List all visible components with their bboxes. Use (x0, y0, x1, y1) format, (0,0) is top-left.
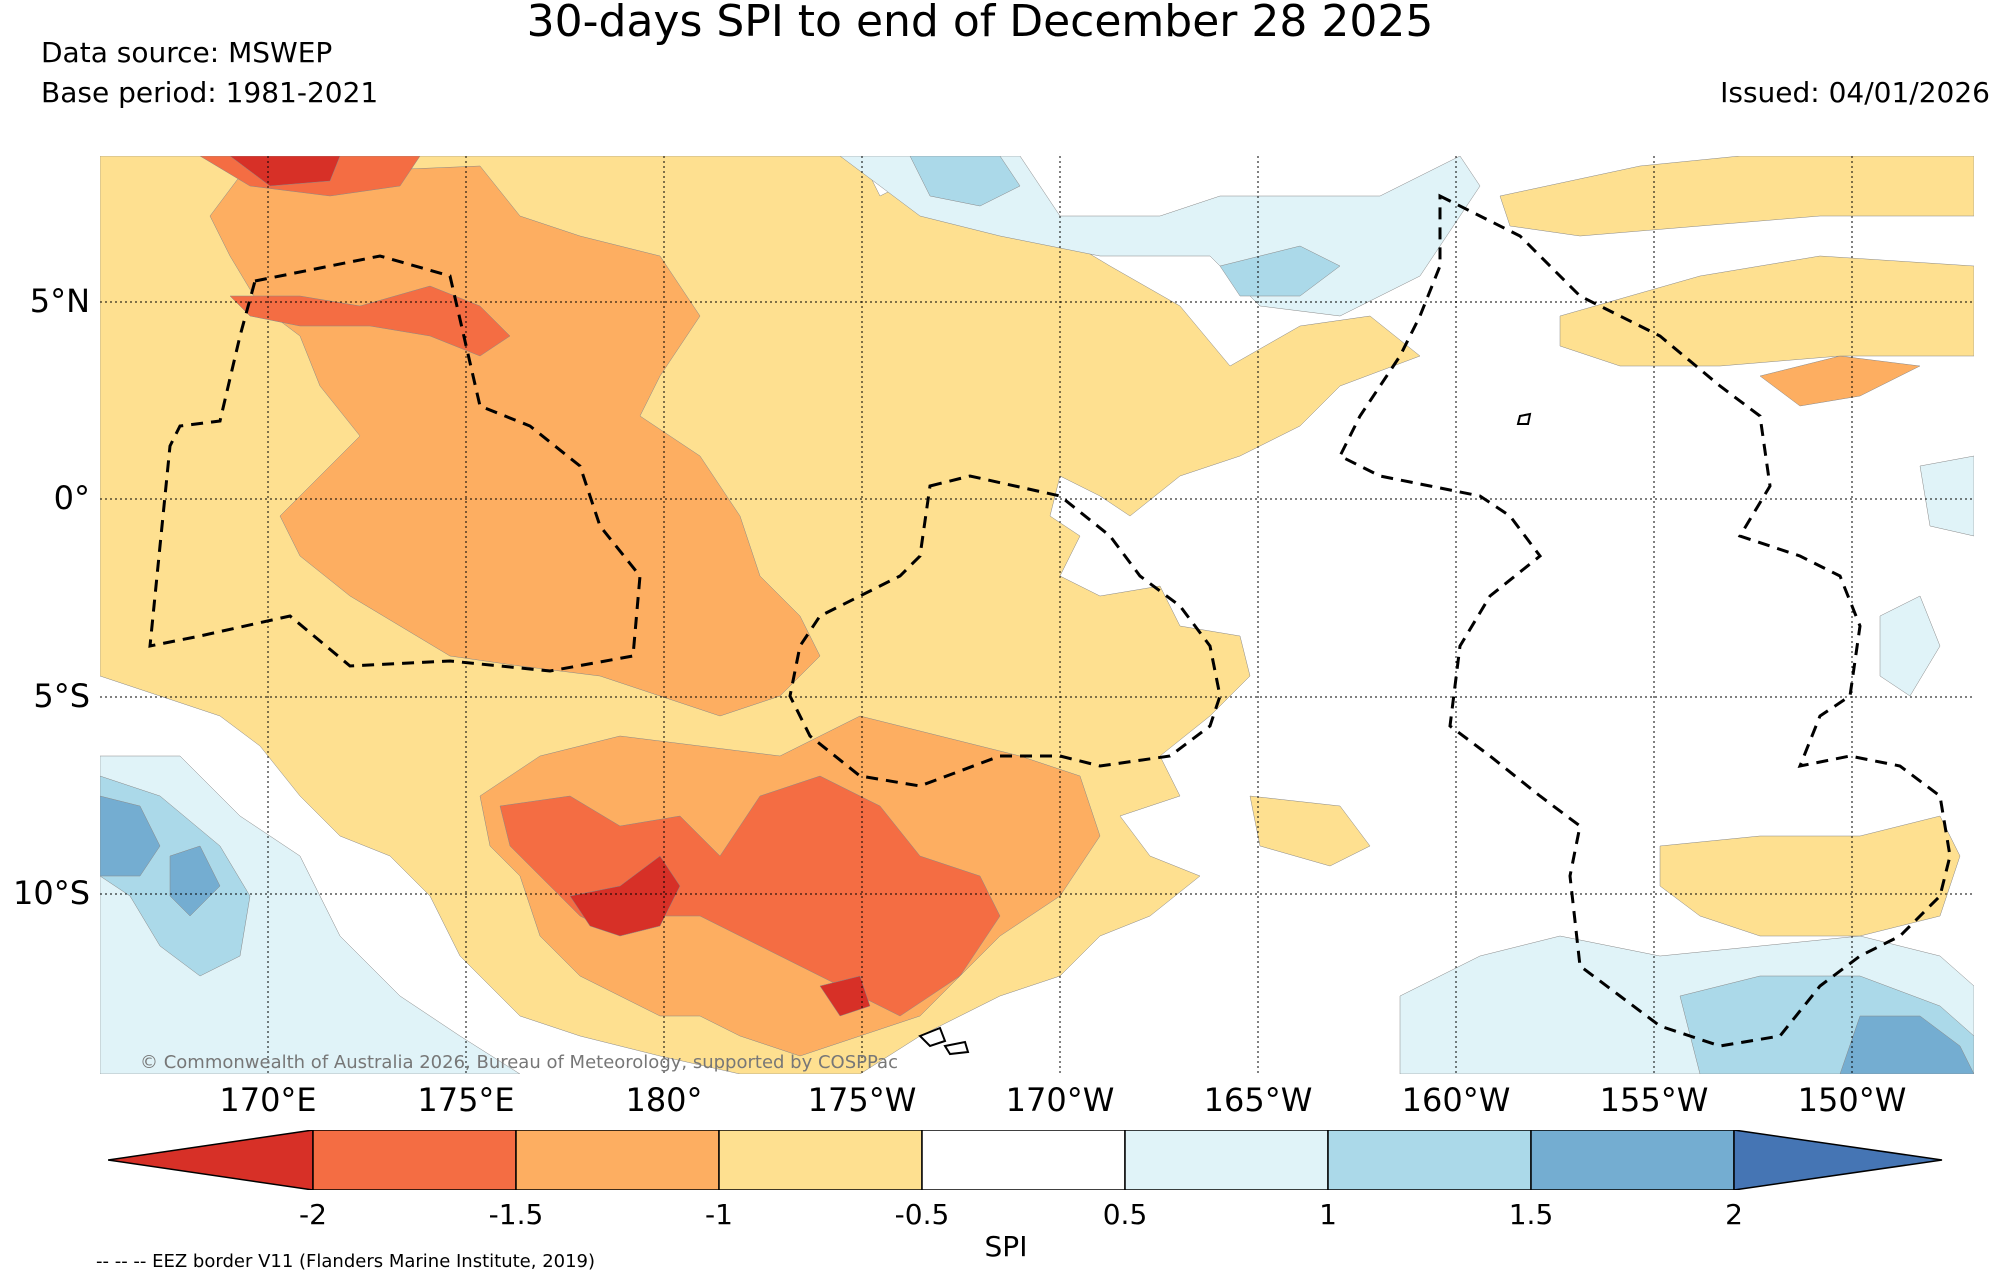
spi-region-light-dry-north-east (1499, 156, 1974, 367)
colorbar-tick-neg1-5: -1.5 (488, 1198, 544, 1231)
colorbar-segment-moderate-dry (515, 1130, 720, 1190)
lon-label-170w: 170°W (1005, 1081, 1115, 1119)
map-title: 30-days SPI to end of December 28 2025 (526, 0, 1434, 47)
gridlines (100, 156, 1974, 1074)
lon-label-155w: 155°W (1599, 1081, 1709, 1119)
eez-border-tokelau-phoenix (788, 474, 1222, 788)
lon-label-180: 180° (625, 1081, 703, 1119)
colorbar-tick-2: 2 (1725, 1198, 1743, 1231)
lat-label-5n: 5°N (29, 282, 90, 320)
lon-label-175e: 175°E (417, 1081, 515, 1119)
spi-region-light-wet-east (1879, 455, 1974, 697)
island-outlines (918, 412, 1532, 1056)
eez-legend-note: -- -- -- EEZ border V11 (Flanders Marine… (96, 1251, 596, 1272)
colorbar-segment-moderate-wet (1327, 1130, 1532, 1190)
eez-border-kiribati-gilbert (148, 254, 642, 673)
eez-border-line-islands (1337, 193, 1952, 1048)
issued-date-label: Issued: 04/01/2026 (1720, 76, 1990, 109)
colorbar-tick-0-5: 0.5 (1102, 1198, 1148, 1231)
colorbar-tick-neg2: -2 (299, 1198, 327, 1231)
colorbar-segment-severe-dry (312, 1130, 517, 1190)
colorbar-tick-1-5: 1.5 (1508, 1198, 1554, 1231)
spi-map: © Commonwealth of Australia 2026, Bureau… (100, 156, 1974, 1074)
colorbar-tick-neg0-5: -0.5 (894, 1198, 950, 1231)
colorbar-segment-light-wet (1124, 1130, 1329, 1190)
spi-region-extreme-dry-south-east (819, 975, 871, 1017)
lon-label-160w: 160°W (1401, 1081, 1511, 1119)
spi-colorbar (108, 1130, 1943, 1190)
copyright-notice: © Commonwealth of Australia 2026, Bureau… (140, 1052, 898, 1073)
spi-region-severe-dry-north (229, 285, 511, 357)
lon-label-150w: 150°W (1797, 1081, 1907, 1119)
base-period-label: Base period: 1981-2021 (41, 76, 379, 109)
lat-label-10s: 10°S (12, 874, 90, 912)
colorbar-title: SPI (984, 1230, 1028, 1263)
colorbar-segment-light-dry (718, 1130, 923, 1190)
spi-region-strong-wet-west (100, 795, 221, 917)
colorbar-tick-1: 1 (1319, 1198, 1337, 1231)
colorbar-segment-near-normal (921, 1130, 1126, 1190)
spi-region-strong-wet-south-east (1839, 1015, 1974, 1074)
colorbar-tick-neg1: -1 (705, 1198, 733, 1231)
data-source-label: Data source: MSWEP (41, 36, 333, 69)
colorbar-segment-severe-wet (1530, 1130, 1735, 1190)
spi-region-extreme-dry-top (229, 156, 341, 187)
spi-region-extreme-dry-south (569, 855, 681, 937)
lon-label-175w: 175°W (807, 1081, 917, 1119)
lat-label-5s: 5°S (33, 677, 90, 715)
lon-label-170e: 170°E (219, 1081, 317, 1119)
lat-label-0: 0° (53, 479, 90, 517)
spi-region-dry-north-east (1759, 355, 1921, 407)
colorbar-segment-extreme-wet (1733, 1130, 1943, 1190)
colorbar-segment-extreme-dry (108, 1130, 314, 1190)
eez-borders (148, 193, 1952, 1048)
lon-label-165w: 165°W (1203, 1081, 1313, 1119)
spi-region-dry-west (209, 165, 821, 717)
spi-region-moderate-wet-north (909, 156, 1341, 297)
